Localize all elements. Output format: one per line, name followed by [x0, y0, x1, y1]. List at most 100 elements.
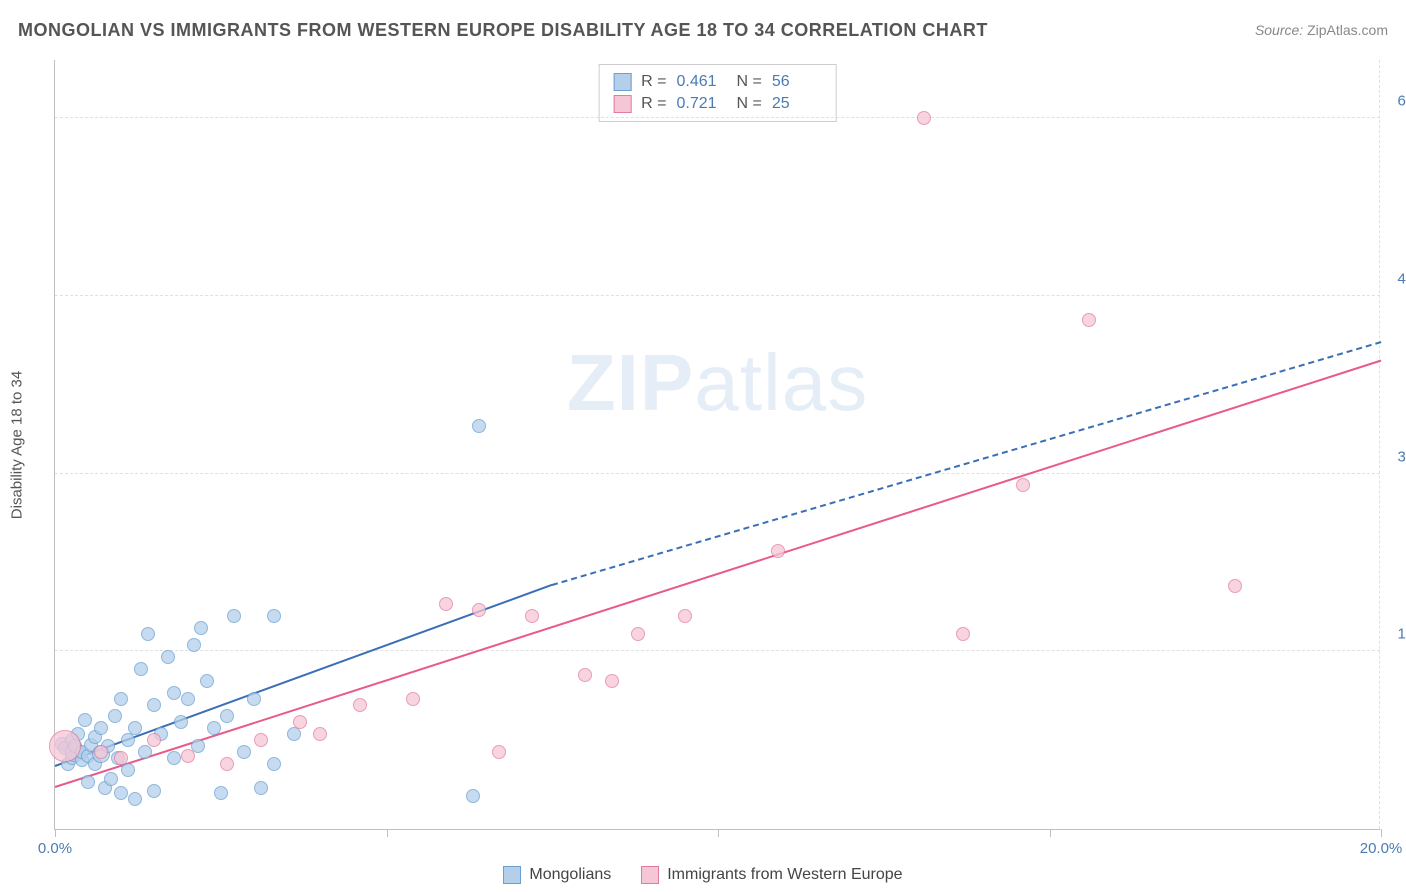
legend-swatch [503, 866, 521, 884]
scatter-point [771, 544, 785, 558]
y-tick-label: 45.0% [1397, 270, 1406, 287]
correlation-stats-box: R = 0.461 N = 56 R = 0.721 N = 25 [598, 64, 837, 122]
scatter-point [81, 775, 95, 789]
stat-r-label: R = [641, 73, 666, 91]
scatter-point [128, 792, 142, 806]
scatter-point [1082, 313, 1096, 327]
scatter-point [94, 721, 108, 735]
scatter-point [578, 668, 592, 682]
y-tick-label: 30.0% [1397, 448, 1406, 465]
x-tick [387, 829, 388, 837]
scatter-point [147, 733, 161, 747]
scatter-point [293, 715, 307, 729]
scatter-point [525, 609, 539, 623]
stat-r-value: 0.721 [677, 95, 727, 113]
x-tick [55, 829, 56, 837]
stat-n-value: 25 [772, 95, 822, 113]
scatter-point [917, 111, 931, 125]
scatter-point [406, 692, 420, 706]
stat-n-label: N = [737, 73, 762, 91]
scatter-point [956, 627, 970, 641]
scatter-point [631, 627, 645, 641]
scatter-point [237, 745, 251, 759]
watermark-thin: atlas [694, 338, 868, 427]
chart-title: MONGOLIAN VS IMMIGRANTS FROM WESTERN EUR… [18, 20, 988, 41]
y-tick-label: 15.0% [1397, 626, 1406, 643]
x-tick-label: 20.0% [1360, 840, 1403, 857]
stat-n-value: 56 [772, 73, 822, 91]
scatter-point [220, 757, 234, 771]
scatter-point [247, 692, 261, 706]
scatter-point [94, 745, 108, 759]
scatter-point [167, 686, 181, 700]
scatter-point [194, 621, 208, 635]
scatter-point [49, 730, 81, 762]
scatter-point [605, 674, 619, 688]
gridline-horizontal [55, 295, 1380, 296]
source-attribution: Source: ZipAtlas.com [1255, 22, 1388, 38]
scatter-point [267, 757, 281, 771]
scatter-point [147, 698, 161, 712]
legend-label: Mongolians [529, 866, 611, 884]
legend-swatch [641, 866, 659, 884]
scatter-point [1016, 478, 1030, 492]
scatter-point [472, 603, 486, 617]
legend-item: Immigrants from Western Europe [641, 866, 902, 884]
series-swatch [613, 73, 631, 91]
watermark: ZIPatlas [567, 337, 868, 429]
scatter-point [1228, 579, 1242, 593]
source-label: Source: [1255, 22, 1303, 38]
scatter-point [108, 709, 122, 723]
scatter-point [466, 789, 480, 803]
series-swatch [613, 95, 631, 113]
scatter-point [254, 781, 268, 795]
stats-row: R = 0.721 N = 25 [613, 93, 822, 115]
scatter-point [472, 419, 486, 433]
legend-item: Mongolians [503, 866, 611, 884]
gridline-horizontal [55, 473, 1380, 474]
scatter-point [207, 721, 221, 735]
scatter-point [121, 763, 135, 777]
gridline-horizontal [55, 117, 1380, 118]
scatter-point [227, 609, 241, 623]
watermark-bold: ZIP [567, 338, 694, 427]
scatter-point [104, 772, 118, 786]
scatter-point [141, 627, 155, 641]
scatter-point [167, 751, 181, 765]
scatter-point [114, 751, 128, 765]
scatter-point [214, 786, 228, 800]
stat-n-label: N = [737, 95, 762, 113]
stat-r-label: R = [641, 95, 666, 113]
scatter-point [254, 733, 268, 747]
scatter-point [161, 650, 175, 664]
stat-r-value: 0.461 [677, 73, 727, 91]
x-tick [1381, 829, 1382, 837]
scatter-point [174, 715, 188, 729]
x-tick [1050, 829, 1051, 837]
scatter-point [187, 638, 201, 652]
scatter-point [181, 692, 195, 706]
scatter-point [220, 709, 234, 723]
scatter-point [114, 786, 128, 800]
y-tick-label: 60.0% [1397, 93, 1406, 110]
chart-right-border [1379, 60, 1380, 829]
scatter-point [128, 721, 142, 735]
scatter-point [200, 674, 214, 688]
legend-label: Immigrants from Western Europe [667, 866, 902, 884]
gridline-horizontal [55, 650, 1380, 651]
scatter-point [353, 698, 367, 712]
scatter-point [267, 609, 281, 623]
scatter-point [134, 662, 148, 676]
scatter-point [114, 692, 128, 706]
scatter-point [78, 713, 92, 727]
x-tick [718, 829, 719, 837]
scatter-chart: ZIPatlas Disability Age 18 to 34 R =0.46… [54, 60, 1380, 830]
source-value: ZipAtlas.com [1307, 22, 1388, 38]
scatter-point [181, 749, 195, 763]
scatter-point [678, 609, 692, 623]
scatter-point [439, 597, 453, 611]
scatter-point [492, 745, 506, 759]
scatter-point [138, 745, 152, 759]
scatter-point [147, 784, 161, 798]
legend: Mongolians Immigrants from Western Europe [0, 866, 1406, 884]
